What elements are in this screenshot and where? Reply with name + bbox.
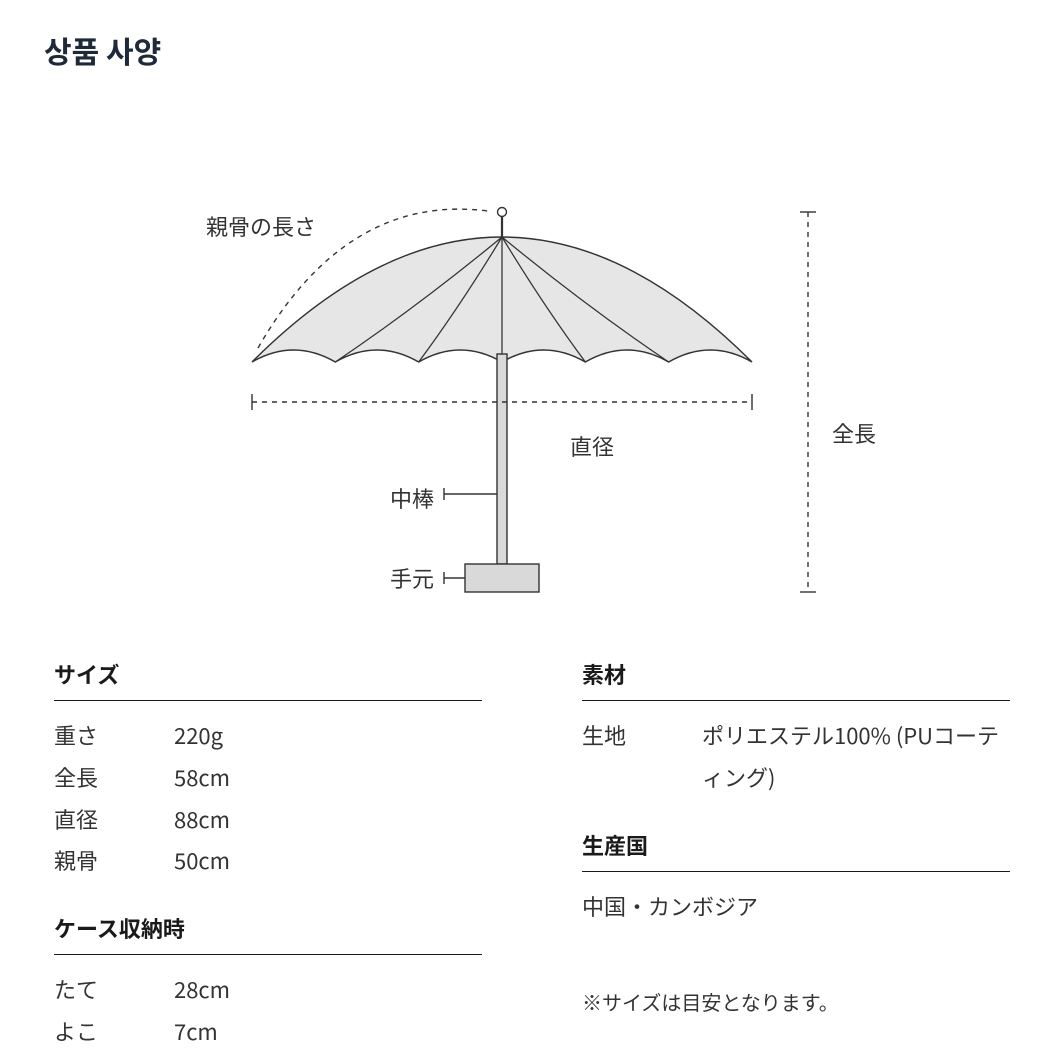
label-diameter: 直径	[570, 430, 614, 462]
spec-label: 生地	[582, 715, 702, 799]
spec-value: 88cm	[174, 799, 482, 841]
footnote: ※サイズは目安となります。	[582, 987, 1010, 1016]
spec-row: 中国・カンボジア	[582, 886, 1010, 928]
spec-row: 直径 88cm	[54, 799, 482, 841]
size-heading: サイズ	[54, 658, 482, 701]
umbrella-svg	[152, 192, 912, 612]
label-handle: 手元	[390, 562, 434, 594]
spec-row: 生地 ポリエステル100% (PUコーティング)	[582, 715, 1010, 799]
spec-value: 中国・カンボジア	[582, 886, 1010, 928]
spec-label: 直径	[54, 799, 174, 841]
label-shaft: 中棒	[390, 482, 434, 514]
origin-heading: 生産国	[582, 829, 1010, 872]
spec-label: たて	[54, 969, 174, 1011]
label-rib-length: 親骨の長さ	[206, 210, 316, 242]
spec-value: 220g	[174, 715, 482, 757]
spec-value: 50cm	[174, 840, 482, 882]
spec-row: たて 28cm	[54, 969, 482, 1011]
case-heading: ケース収納時	[54, 912, 482, 955]
umbrella-diagram: 親骨の長さ 直径 全長 中棒 手元	[152, 192, 912, 612]
spec-value: 28cm	[174, 969, 482, 1011]
spec-label: よこ	[54, 1011, 174, 1053]
spec-label: 全長	[54, 757, 174, 799]
material-heading: 素材	[582, 658, 1010, 701]
right-column: 素材 生地 ポリエステル100% (PUコーティング) 生産国 中国・カンボジア…	[582, 652, 1010, 1053]
spec-columns: サイズ 重さ 220g 全長 58cm 直径 88cm 親骨 50cm ケース収…	[44, 652, 1020, 1053]
spec-value: 58cm	[174, 757, 482, 799]
label-total-length: 全長	[832, 417, 876, 449]
spec-value: 7cm	[174, 1011, 482, 1053]
spec-label: 重さ	[54, 715, 174, 757]
spec-row: 重さ 220g	[54, 715, 482, 757]
spec-row: よこ 7cm	[54, 1011, 482, 1053]
left-column: サイズ 重さ 220g 全長 58cm 直径 88cm 親骨 50cm ケース収…	[54, 652, 482, 1053]
page-title: 상품 사양	[44, 28, 1020, 72]
spec-row: 全長 58cm	[54, 757, 482, 799]
spec-label: 親骨	[54, 840, 174, 882]
spec-row: 親骨 50cm	[54, 840, 482, 882]
spec-value: ポリエステル100% (PUコーティング)	[702, 715, 1010, 799]
